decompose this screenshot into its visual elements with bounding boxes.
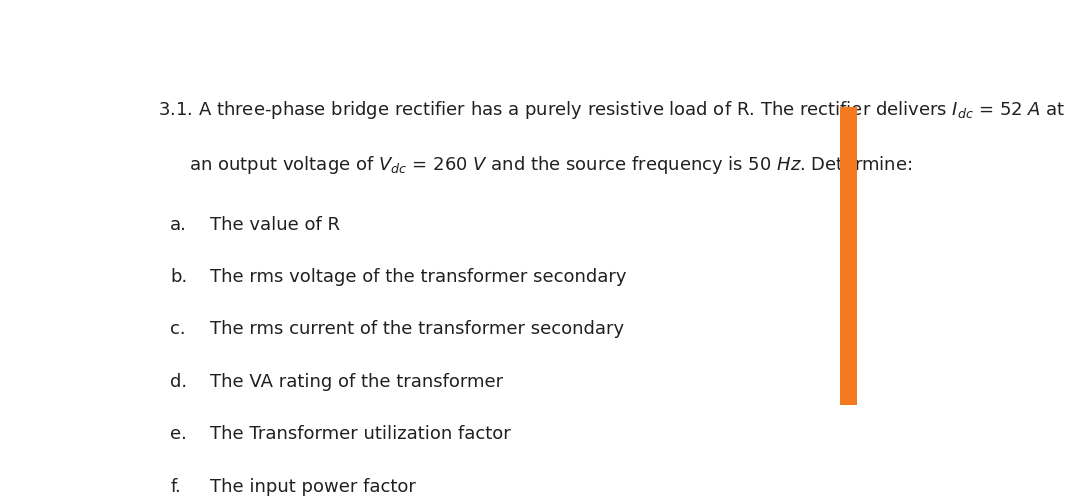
Text: The rms voltage of the transformer secondary: The rms voltage of the transformer secon…	[211, 268, 626, 286]
Text: The Transformer utilization factor: The Transformer utilization factor	[211, 425, 511, 444]
Text: f.: f.	[171, 478, 181, 495]
Bar	[840, 107, 858, 405]
Text: The input power factor: The input power factor	[211, 478, 416, 495]
Text: The VA rating of the transformer: The VA rating of the transformer	[211, 373, 503, 391]
Text: d.: d.	[171, 373, 187, 391]
Text: 3.1. A three-phase bridge rectifier has a purely resistive load of R. The rectif: 3.1. A three-phase bridge rectifier has …	[159, 99, 1066, 121]
Text: c.: c.	[171, 321, 186, 339]
Text: e.: e.	[171, 425, 187, 444]
Text: a.: a.	[171, 216, 187, 234]
Text: The value of R: The value of R	[211, 216, 340, 234]
Text: b.: b.	[171, 268, 188, 286]
Text: The rms current of the transformer secondary: The rms current of the transformer secon…	[211, 321, 624, 339]
Text: an output voltage of $V_{dc}$ = 260 $V$ and the source frequency is 50 $Hz$. Det: an output voltage of $V_{dc}$ = 260 $V$ …	[189, 154, 913, 175]
